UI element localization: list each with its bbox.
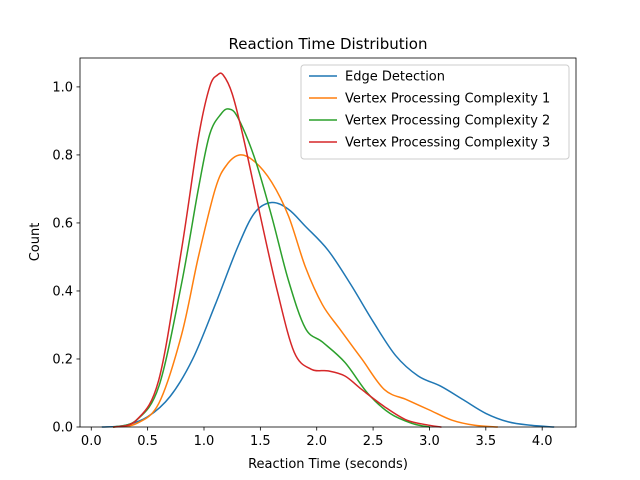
legend-label-3: Vertex Processing Complexity 2 (345, 114, 550, 129)
x-tick-label: 2.5 (363, 434, 384, 449)
y-axis-label: Count (28, 223, 43, 262)
y-tick-label: 0.6 (52, 216, 73, 231)
y-tick-label: 0.4 (52, 284, 73, 299)
series-line-4 (112, 72, 442, 428)
x-tick-label: 0.0 (81, 434, 102, 449)
chart-title: Reaction Time Distribution (229, 35, 428, 53)
series-line-3 (112, 108, 431, 428)
x-tick-label: 4.0 (532, 434, 553, 449)
axes-frame (79, 57, 577, 428)
x-tick-label: 1.5 (250, 434, 271, 449)
x-axis-label: Reaction Time (seconds) (248, 457, 408, 472)
legend-label-4: Vertex Processing Complexity 3 (345, 136, 550, 151)
plot-area: 0.0 0.5 1.0 1.5 2.0 2.5 3.0 3.5 4.0 0.0 0.2 0.4 0.6 0… (52, 57, 577, 449)
x-tick-label: 3.0 (419, 434, 440, 449)
x-tick-label: 1.0 (194, 434, 215, 449)
x-tick-label: 3.5 (475, 434, 496, 449)
y-tick-label: 1.0 (52, 80, 73, 95)
series-line-1 (101, 201, 555, 428)
y-tick-label: 0.8 (52, 148, 73, 163)
legend-label-2: Vertex Processing Complexity 1 (345, 92, 550, 107)
legend-box (300, 64, 570, 160)
y-tick-label: 0.0 (52, 421, 73, 436)
legend: Edge Detection Vertex Processing Complexi… (300, 64, 570, 160)
series-line-2 (112, 154, 498, 428)
x-tick-label: 0.5 (137, 434, 158, 449)
legend-label-1: Edge Detection (345, 70, 445, 85)
y-tick-label: 0.2 (52, 352, 73, 367)
x-tick-label: 2.0 (306, 434, 327, 449)
